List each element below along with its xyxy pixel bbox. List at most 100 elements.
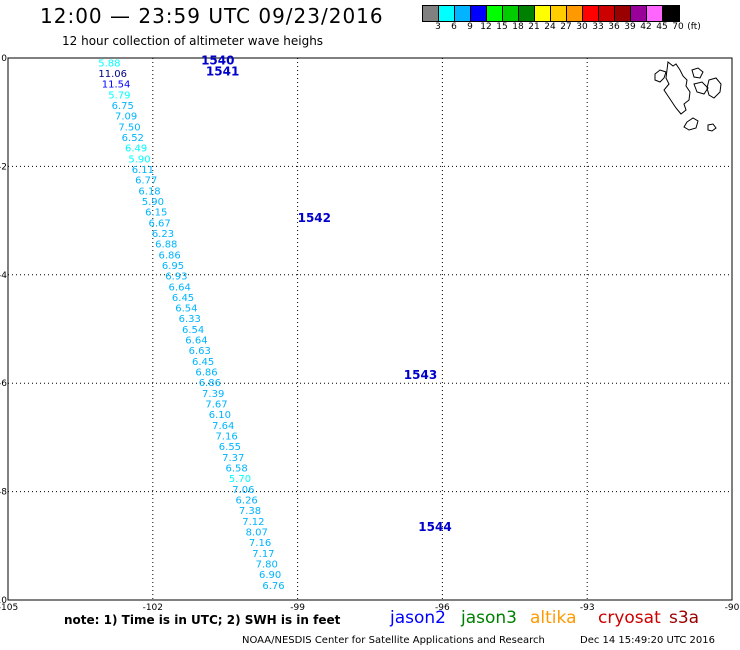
wave-height-label: 7.38 [239, 506, 261, 517]
latitude-tick-label: -10 [0, 596, 7, 606]
colorbar-swatch [599, 6, 615, 21]
map-subtitle: 12 hour collection of altimeter wave hei… [62, 34, 324, 48]
time-marker-label: 1542 [298, 211, 331, 225]
colorbar-tick-label: 3 [435, 22, 441, 32]
wave-height-label: 7.16 [249, 538, 271, 549]
footer-source: NOAA/NESDIS Center for Satellite Applica… [242, 635, 545, 646]
wave-height-label: 6.10 [209, 410, 231, 421]
colorbar-tick-label: 36 [608, 22, 620, 32]
colorbar-swatch [487, 6, 503, 21]
wave-height-label: 7.64 [212, 421, 234, 432]
wave-height-label: 6.86 [199, 378, 221, 389]
wave-height-label: 6.26 [236, 496, 258, 507]
colorbar-swatch [503, 6, 519, 21]
wave-height-label: 6.54 [175, 304, 197, 315]
colorbar-swatch [567, 6, 583, 21]
time-marker-label: 1544 [418, 520, 451, 534]
wave-height-label: 6.64 [185, 336, 207, 347]
latitude-tick-label: -4 [0, 271, 7, 281]
colorbar-swatch [471, 6, 487, 21]
colorbar-swatch [535, 6, 551, 21]
longitude-tick-label: -99 [290, 603, 305, 613]
legend-jason3: jason3 [461, 608, 517, 628]
legend-cryosat: cryosat [598, 608, 661, 628]
colorbar-tick-label: 42 [640, 22, 652, 32]
wave-height-label: 6.11 [132, 165, 154, 176]
island-outline [691, 67, 704, 79]
colorbar-tick-label: (ft) [687, 22, 701, 32]
wave-height-label: 5.90 [128, 154, 150, 165]
wave-height-label: 6.63 [189, 346, 211, 357]
colorbar-tick-label: 27 [560, 22, 572, 32]
wave-height-label: 6.75 [112, 101, 134, 112]
wave-height-label: 6.77 [135, 176, 157, 187]
wave-height-label: 6.86 [195, 368, 217, 379]
wave-height-label: 6.58 [225, 464, 247, 475]
island-outline [663, 61, 691, 115]
wave-height-label: 6.52 [122, 133, 144, 144]
colorbar-tick-label: 12 [480, 22, 492, 32]
wave-height-label: 6.67 [148, 218, 170, 229]
colorbar-swatch [423, 6, 439, 21]
wave-height-label: 7.50 [118, 122, 140, 133]
wave-height-label: 6.18 [138, 186, 160, 197]
colorbar-swatch [583, 6, 599, 21]
colorbar-tick-label: 30 [576, 22, 588, 32]
colorbar-tick-label: 15 [496, 22, 508, 32]
wave-height-label: 7.06 [232, 485, 254, 496]
latitude-tick-label: 0 [1, 54, 7, 64]
colorbar-swatch [631, 6, 647, 21]
wave-height-label: 11.54 [102, 80, 131, 91]
island-outline [693, 81, 709, 95]
colorbar-swatch [615, 6, 631, 21]
time-marker-label: 1543 [404, 368, 437, 382]
colorbar-swatch [455, 6, 471, 21]
legend-s3a: s3a [669, 608, 700, 628]
longitude-tick-label: -96 [435, 603, 450, 613]
wave-height-label: 6.86 [159, 250, 181, 261]
wave-height-label: 6.55 [219, 442, 241, 453]
colorbar-tick-label: 18 [512, 22, 524, 32]
longitude-tick-label: -105 [0, 603, 18, 613]
wave-height-label: 11.06 [98, 69, 127, 80]
wave-height-label: 6.76 [262, 581, 284, 592]
colorbar-swatch [519, 6, 535, 21]
colorbar-swatch [663, 6, 679, 21]
wave-height-label: 6.23 [152, 229, 174, 240]
time-marker-label: 1541 [206, 65, 239, 79]
wave-height-label: 6.45 [172, 293, 194, 304]
map-title: 12:00 — 23:59 UTC 09/23/2016 [40, 4, 384, 28]
wave-height-label: 6.64 [169, 282, 191, 293]
wave-height-label: 6.15 [145, 208, 167, 219]
longitude-tick-label: -90 [725, 603, 740, 613]
colorbar-tick-label: 33 [592, 22, 604, 32]
wave-height-label: 7.17 [252, 549, 274, 560]
wave-height-label: 7.37 [222, 453, 244, 464]
colorbar-tick-label: 6 [451, 22, 457, 32]
wave-height-label: 7.16 [215, 432, 237, 443]
wave-height-label: 6.88 [155, 240, 177, 251]
latitude-tick-label: -2 [0, 162, 7, 172]
colorbar-tick-label: 24 [544, 22, 556, 32]
footer-timestamp: Dec 14 15:49:20 UTC 2016 [580, 635, 715, 646]
wave-height-label: 6.93 [165, 272, 187, 283]
colorbar-tick-label: 70 [672, 22, 684, 32]
colorbar-tick-label: 21 [528, 22, 540, 32]
legend-jason2: jason2 [390, 608, 446, 628]
wave-height-label: 7.39 [202, 389, 224, 400]
latitude-tick-label: -6 [0, 379, 7, 389]
wave-height-label: 7.12 [242, 517, 264, 528]
colorbar-tick-label: 9 [467, 22, 473, 32]
map-frame [7, 57, 733, 601]
island-outline [707, 123, 717, 132]
units-note: note: 1) Time is in UTC; 2) SWH is in fe… [64, 613, 341, 627]
wave-height-label: 6.45 [192, 357, 214, 368]
wave-height-label: 5.90 [142, 197, 164, 208]
wave-height-label: 8.07 [246, 528, 268, 539]
wave-height-label: 5.70 [229, 474, 251, 485]
island-outline [706, 77, 722, 99]
legend-altika: altika [530, 608, 577, 628]
colorbar-swatch [439, 6, 455, 21]
wave-height-label: 7.09 [115, 112, 137, 123]
wave-height-label: 7.67 [205, 400, 227, 411]
